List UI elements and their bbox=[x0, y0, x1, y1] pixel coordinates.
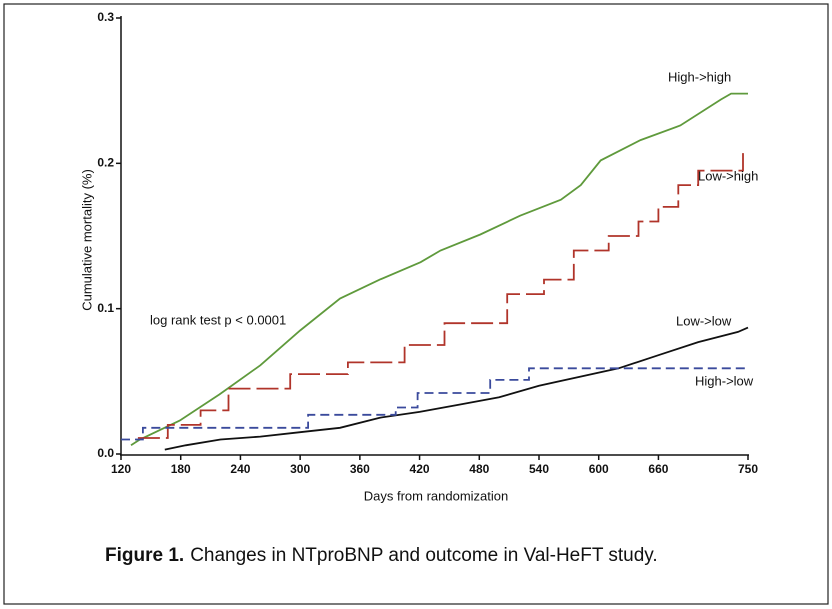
annotation: log rank test p < 0.0001 bbox=[150, 312, 286, 327]
series-line bbox=[164, 326, 749, 451]
x-tick-label: 480 bbox=[469, 462, 489, 476]
x-tick-label: 750 bbox=[738, 462, 758, 476]
y-tick-label: 0.2 bbox=[97, 156, 114, 170]
series-label: Low->high bbox=[698, 168, 758, 183]
x-axis-title: Days from randomization bbox=[364, 488, 509, 503]
caption-text: Changes in NTproBNP and outcome in Val-H… bbox=[190, 545, 658, 566]
y-axis-title: Cumulative mortality (%) bbox=[79, 169, 94, 311]
x-tick-label: 660 bbox=[648, 462, 668, 476]
frame bbox=[3, 3, 829, 605]
series-label: High->low bbox=[695, 373, 754, 388]
series-line bbox=[121, 367, 748, 441]
caption-label: Figure 1. bbox=[105, 545, 184, 566]
y-tick-label: 0.1 bbox=[97, 301, 114, 315]
x-tick-label: 240 bbox=[230, 462, 250, 476]
y-tick-label: 0.3 bbox=[97, 10, 114, 24]
x-tick-label: 180 bbox=[171, 462, 191, 476]
x-tick-label: 600 bbox=[589, 462, 609, 476]
x-tick-label: 540 bbox=[529, 462, 549, 476]
series-line bbox=[137, 148, 744, 439]
series-label: Low->low bbox=[676, 313, 732, 328]
x-tick-label: 120 bbox=[111, 462, 131, 476]
y-tick-label: 0.0 bbox=[97, 446, 114, 460]
x-tick-label: 420 bbox=[410, 462, 430, 476]
series-line bbox=[130, 92, 748, 447]
x-tick-label: 360 bbox=[350, 462, 370, 476]
caption: Figure 1. Changes in NTproBNP and outcome… bbox=[105, 545, 658, 566]
series-label: High->high bbox=[668, 69, 731, 84]
x-tick-label: 300 bbox=[290, 462, 310, 476]
